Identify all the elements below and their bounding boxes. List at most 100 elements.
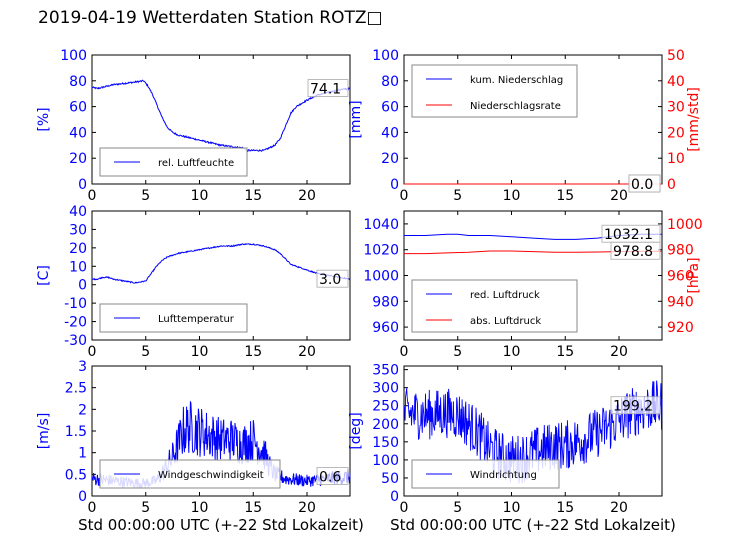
pressure-annotation: 1032.1 xyxy=(604,227,653,243)
humidity-xtick-label: 5 xyxy=(141,188,150,204)
wind_direction-annotation-box xyxy=(610,396,661,415)
humidity-ytick-label: 20 xyxy=(69,151,87,167)
temperature-annotation: 3.0 xyxy=(319,272,341,288)
precipitation-ytick-right-label: 20 xyxy=(667,125,685,141)
pressure-ytick-label: 960 xyxy=(372,320,399,336)
temperature-legend-label: Lufttemperatur xyxy=(158,314,235,325)
temperature-ytick-label: -20 xyxy=(64,315,87,331)
wind_direction-ylabel: [deg] xyxy=(348,412,364,449)
wind_speed-annotation-box xyxy=(316,467,349,485)
precipitation-ylabel-right: [mm/std] xyxy=(686,87,702,152)
precipitation-ytick-label: 60 xyxy=(381,100,399,116)
humidity-xtick-label: 0 xyxy=(88,188,97,204)
temperature-ylabel: [C] xyxy=(36,265,52,286)
precipitation-annotation-2: 0.0 xyxy=(631,177,653,193)
humidity-ytick-label: 80 xyxy=(69,74,87,90)
pressure-xtick-label: 10 xyxy=(503,344,521,360)
wind_speed-xtick-label: 15 xyxy=(244,500,262,516)
wind_direction-annotation: 199.2 xyxy=(613,399,653,415)
humidity-xtick-label: 10 xyxy=(191,188,209,204)
precipitation-ytick-right-label: 30 xyxy=(667,100,685,116)
wind_direction-ytick-label: 200 xyxy=(372,417,399,433)
wind_speed-ytick-label: 2.5 xyxy=(65,381,87,397)
wind_direction-ytick-label: 0 xyxy=(390,489,399,505)
wind_direction-ytick-label: 300 xyxy=(372,381,399,397)
wind_speed-legend-label: Windgeschwindigkeit xyxy=(158,470,264,481)
temperature-ytick-label: 10 xyxy=(69,259,87,275)
pressure-xtick-label: 20 xyxy=(610,344,628,360)
wind_speed-ylabel: [m/s] xyxy=(36,413,52,450)
precipitation-xtick-label: 5 xyxy=(453,188,462,204)
pressure-xtick-label: 0 xyxy=(400,344,409,360)
pressure-legend-label: red. Luftdruck xyxy=(470,290,540,301)
humidity-annotation-box xyxy=(307,79,349,97)
pressure-ytick-right-label: 940 xyxy=(667,294,694,310)
precipitation-ytick-label: 20 xyxy=(381,151,399,167)
wind_speed-ytick-label: 0 xyxy=(78,489,87,505)
wind_direction-xtick-label: 15 xyxy=(556,500,574,516)
precipitation-ytick-label: 0 xyxy=(390,177,399,193)
precipitation-ytick-label: 80 xyxy=(381,74,399,90)
pressure-legend-box xyxy=(411,279,578,333)
temperature-xtick-label: 10 xyxy=(191,344,209,360)
wind_direction-xtick-label: 5 xyxy=(453,500,462,516)
precipitation-ytick-right-label: 50 xyxy=(667,48,685,64)
pressure-ytick-label: 1000 xyxy=(363,269,399,285)
humidity-xtick-label: 20 xyxy=(298,188,316,204)
temperature-ytick-label: -10 xyxy=(64,296,87,312)
humidity-ytick-label: 100 xyxy=(60,48,87,64)
humidity-series-0 xyxy=(91,79,351,153)
wind_speed-ytick-label: 2 xyxy=(78,402,87,418)
pressure-ytick-label: 1040 xyxy=(363,217,399,233)
temperature-annotation-box xyxy=(316,269,349,288)
precipitation-legend-label: Niederschlagsrate xyxy=(470,101,561,112)
humidity-annotation: 74.1 xyxy=(310,82,341,98)
wind_direction-xtick-label: 10 xyxy=(503,500,521,516)
pressure-ytick-right-label: 920 xyxy=(667,320,694,336)
precipitation-annotation-2-box xyxy=(628,174,661,193)
precipitation-ytick-right-label: 40 xyxy=(667,74,685,90)
temperature-series-0 xyxy=(91,243,351,284)
wind_direction-ytick-label: 350 xyxy=(372,363,399,379)
precipitation-ytick-label: 40 xyxy=(381,125,399,141)
temperature-xtick-label: 0 xyxy=(88,344,97,360)
temperature-xtick-label: 5 xyxy=(141,344,150,360)
wind_speed-ytick-label: 0.5 xyxy=(65,467,87,483)
wind_direction-xlabel: Std 00:00:00 UTC (+-22 Std Lokalzeit) xyxy=(390,516,676,534)
pressure-legend-label: abs. Luftdruck xyxy=(470,316,541,327)
wind_direction-ytick-label: 250 xyxy=(372,399,399,415)
precipitation-legend-label: kum. Niederschlag xyxy=(470,75,563,86)
humidity-legend-label: rel. Luftfeuchte xyxy=(158,158,234,169)
pressure-annotation-2: 978.8 xyxy=(613,244,653,260)
wind_speed-xtick-label: 20 xyxy=(298,500,316,516)
temperature-xtick-label: 15 xyxy=(244,344,262,360)
temperature-ytick-label: 30 xyxy=(69,222,87,238)
wind_speed-xtick-label: 10 xyxy=(191,500,209,516)
pressure-ytick-right-label: 1000 xyxy=(667,217,703,233)
precipitation-ytick-label: 100 xyxy=(372,48,399,64)
pressure-ylabel-right: [hPa] xyxy=(686,257,702,293)
pressure-xtick-label: 5 xyxy=(453,344,462,360)
pressure-xtick-label: 15 xyxy=(556,344,574,360)
wind_speed-ytick-label: 1 xyxy=(78,446,87,462)
precipitation-ytick-right-label: 0 xyxy=(667,177,676,193)
pressure-annotation-2-box xyxy=(610,241,661,260)
wind_speed-xlabel: Std 00:00:00 UTC (+-22 Std Lokalzeit) xyxy=(78,516,364,534)
humidity-ytick-label: 40 xyxy=(69,125,87,141)
temperature-ytick-label: -30 xyxy=(64,333,87,349)
precipitation-xtick-label: 15 xyxy=(556,188,574,204)
precipitation-xtick-label: 20 xyxy=(610,188,628,204)
pressure-ytick-label: 980 xyxy=(372,294,399,310)
temperature-xtick-label: 20 xyxy=(298,344,316,360)
wind_direction-series-0 xyxy=(403,380,663,484)
wind_speed-xtick-label: 5 xyxy=(141,500,150,516)
humidity-xtick-label: 15 xyxy=(244,188,262,204)
precipitation-xtick-label: 0 xyxy=(400,188,409,204)
temperature-ytick-label: 20 xyxy=(69,241,87,257)
humidity-ylabel: [%] xyxy=(36,107,52,131)
wind_direction-ytick-label: 50 xyxy=(381,471,399,487)
precipitation-legend-box xyxy=(411,64,578,118)
wind_speed-xtick-label: 0 xyxy=(88,500,97,516)
humidity-ytick-label: 0 xyxy=(78,177,87,193)
